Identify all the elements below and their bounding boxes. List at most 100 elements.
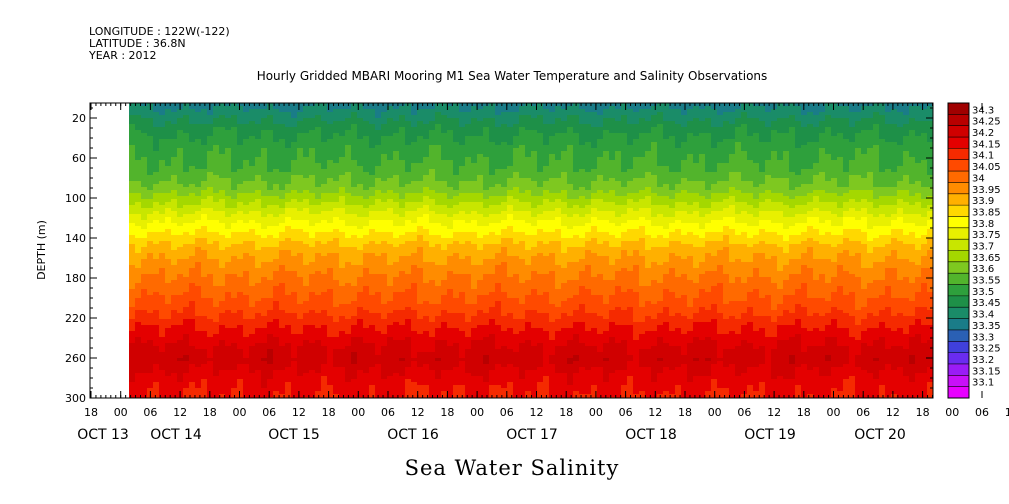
salinity-cell	[273, 313, 279, 316]
salinity-cell	[315, 205, 321, 208]
salinity-cell	[267, 244, 273, 247]
salinity-cell	[171, 379, 177, 382]
salinity-cell	[357, 388, 363, 391]
salinity-cell	[345, 316, 351, 319]
salinity-cell	[255, 355, 261, 358]
salinity-cell	[153, 244, 159, 247]
salinity-cell	[237, 172, 243, 175]
salinity-cell	[231, 154, 237, 157]
salinity-cell	[303, 250, 309, 253]
salinity-cell	[423, 367, 429, 370]
salinity-cell	[339, 322, 345, 325]
salinity-cell	[183, 202, 189, 205]
salinity-cell	[411, 262, 417, 265]
salinity-cell	[267, 166, 273, 169]
salinity-cell	[243, 181, 249, 184]
salinity-cell	[219, 355, 225, 358]
salinity-cell	[135, 352, 141, 355]
salinity-cell	[333, 337, 339, 340]
salinity-cell	[333, 319, 339, 322]
salinity-cell	[303, 367, 309, 370]
salinity-cell	[417, 316, 423, 319]
salinity-cell	[153, 376, 159, 379]
salinity-cell	[405, 316, 411, 319]
salinity-cell	[357, 202, 363, 205]
salinity-cell	[315, 310, 321, 313]
salinity-cell	[423, 256, 429, 259]
salinity-cell	[225, 193, 231, 196]
salinity-cell	[213, 229, 219, 232]
salinity-cell	[315, 394, 321, 397]
salinity-cell	[279, 253, 285, 256]
salinity-cell	[207, 304, 213, 307]
salinity-cell	[153, 370, 159, 373]
salinity-cell	[249, 238, 255, 241]
salinity-cell	[381, 340, 387, 343]
salinity-cell	[225, 226, 231, 229]
salinity-cell	[369, 190, 375, 193]
salinity-cell	[231, 322, 237, 325]
salinity-cell	[411, 343, 417, 346]
salinity-cell	[417, 340, 423, 343]
salinity-cell	[285, 118, 291, 121]
salinity-cell	[237, 154, 243, 157]
salinity-cell	[339, 337, 345, 340]
salinity-cell	[195, 172, 201, 175]
salinity-cell	[405, 313, 411, 316]
salinity-cell	[339, 391, 345, 394]
salinity-cell	[429, 196, 435, 199]
salinity-cell	[249, 292, 255, 295]
salinity-cell	[351, 352, 357, 355]
salinity-cell	[255, 238, 261, 241]
salinity-cell	[153, 118, 159, 121]
salinity-cell	[423, 268, 429, 271]
salinity-cell	[267, 292, 273, 295]
salinity-cell	[195, 292, 201, 295]
salinity-cell	[141, 184, 147, 187]
salinity-cell	[159, 241, 165, 244]
salinity-cell	[207, 382, 213, 385]
salinity-cell	[261, 322, 267, 325]
salinity-cell	[165, 172, 171, 175]
salinity-cell	[189, 310, 195, 313]
salinity-cell	[207, 319, 213, 322]
salinity-cell	[159, 325, 165, 328]
salinity-cell	[393, 229, 399, 232]
salinity-cell	[153, 193, 159, 196]
salinity-cell	[291, 286, 297, 289]
salinity-cell	[225, 115, 231, 118]
salinity-cell	[231, 112, 237, 115]
salinity-cell	[231, 394, 237, 397]
salinity-cell	[291, 355, 297, 358]
salinity-cell	[387, 136, 393, 139]
salinity-cell	[309, 349, 315, 352]
salinity-cell	[165, 289, 171, 292]
salinity-cell	[417, 349, 423, 352]
salinity-cell	[147, 331, 153, 334]
salinity-cell	[411, 271, 417, 274]
salinity-cell	[417, 364, 423, 367]
salinity-cell	[153, 175, 159, 178]
salinity-cell	[351, 193, 357, 196]
salinity-cell	[171, 235, 177, 238]
salinity-cell	[339, 124, 345, 127]
salinity-cell	[273, 349, 279, 352]
salinity-cell	[297, 196, 303, 199]
salinity-cell	[387, 367, 393, 370]
salinity-cell	[279, 373, 285, 376]
salinity-cell	[129, 373, 135, 376]
salinity-cell	[279, 184, 285, 187]
salinity-cell	[147, 388, 153, 391]
salinity-cell	[183, 265, 189, 268]
salinity-cell	[333, 103, 339, 106]
salinity-cell	[381, 250, 387, 253]
salinity-cell	[387, 373, 393, 376]
salinity-cell	[363, 382, 369, 385]
salinity-cell	[333, 220, 339, 223]
salinity-cell	[369, 196, 375, 199]
salinity-cell	[207, 235, 213, 238]
salinity-cell	[339, 115, 345, 118]
salinity-cell	[291, 310, 297, 313]
salinity-cell	[135, 226, 141, 229]
salinity-cell	[363, 172, 369, 175]
